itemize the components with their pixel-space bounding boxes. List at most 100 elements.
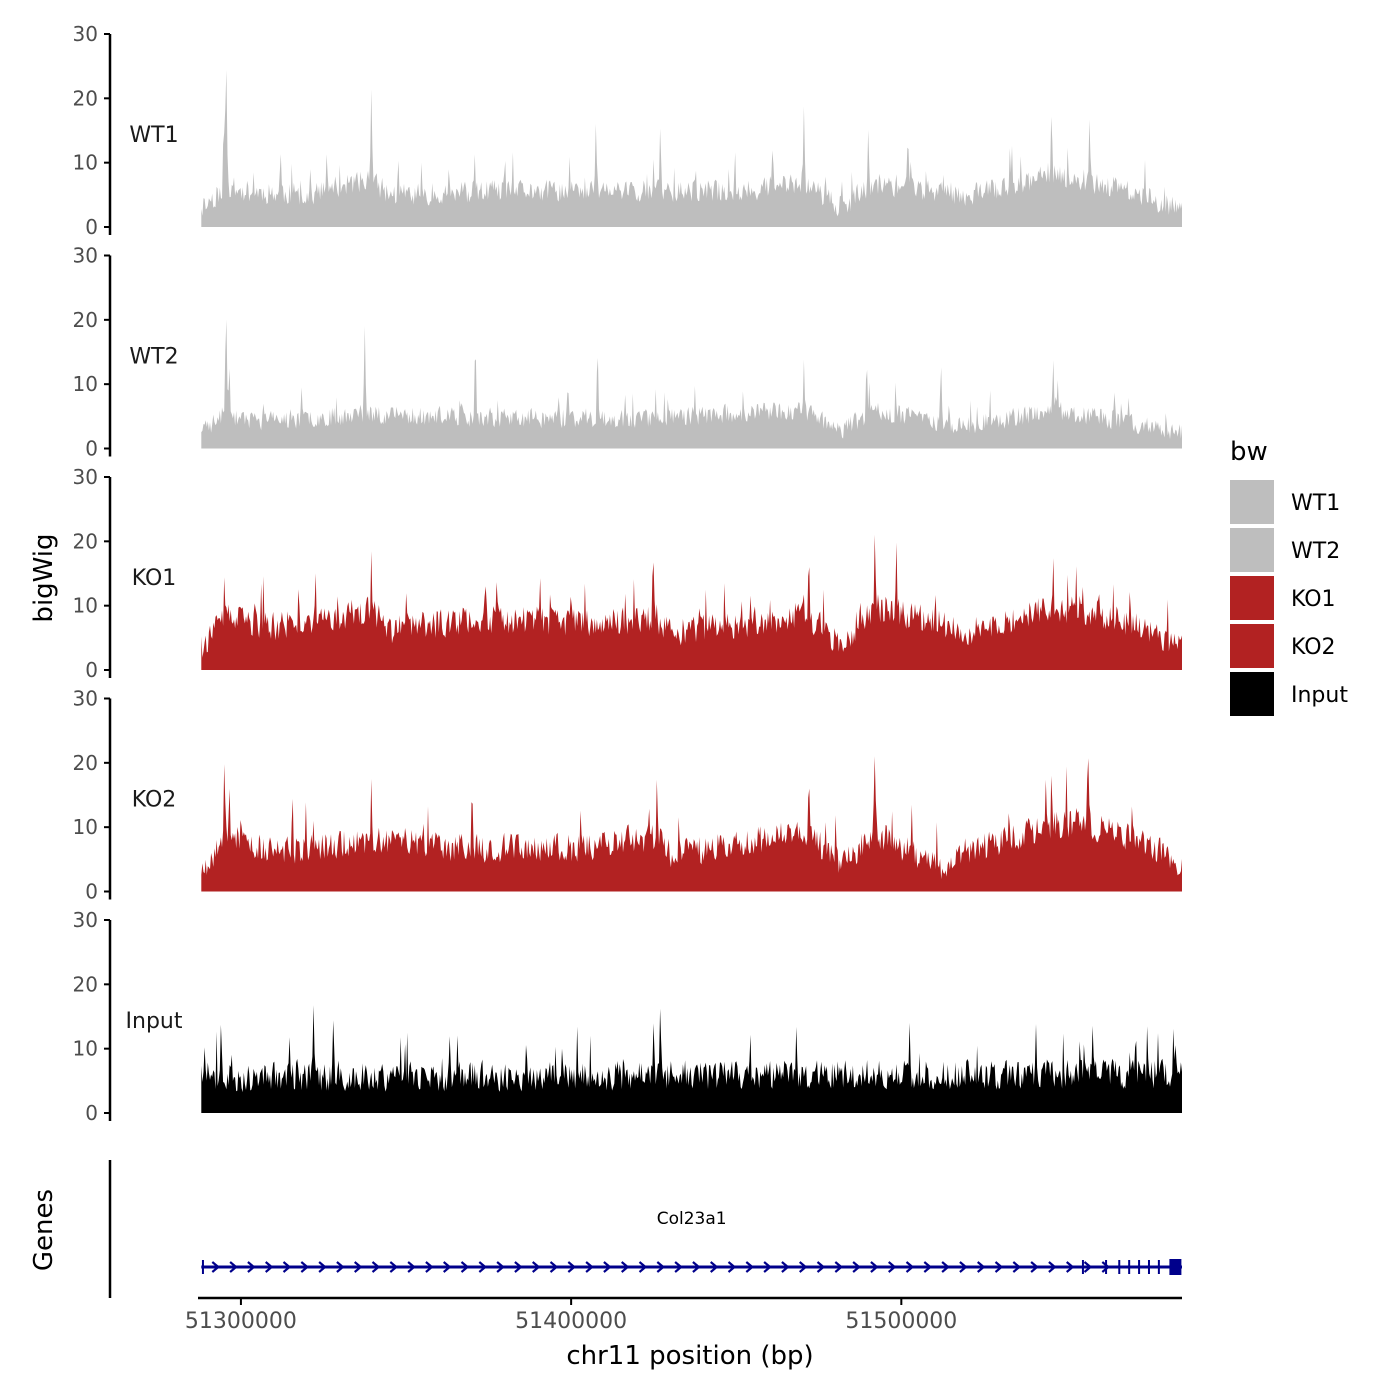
track-label: KO1 — [132, 566, 177, 591]
x-axis-title: chr11 position (bp) — [566, 1341, 813, 1371]
track-ko1: 0 10 20 30 KO1 — [73, 465, 1183, 682]
strand-arrow — [247, 1261, 256, 1273]
y-tick-label: 30 — [73, 244, 98, 268]
strand-arrow — [514, 1261, 523, 1273]
track-label: KO2 — [132, 788, 177, 813]
y-tick-label: 10 — [73, 372, 98, 396]
genes-panel: Col23a1 — [108, 1160, 1182, 1298]
strand-arrow — [923, 1261, 933, 1273]
tracks: 0 10 20 30 WT1 0 10 20 30 WT2 0 10 20 30 KO1 0 10 20 30 KO2… — [73, 22, 1183, 1125]
strand-arrow — [870, 1261, 879, 1273]
strand-arrow — [603, 1261, 612, 1273]
legend: bw WT1 WT2 KO1 KO2 Input — [1230, 437, 1348, 716]
strand-arrow — [959, 1261, 968, 1273]
y-tick-label: 10 — [73, 1037, 98, 1061]
coverage-area — [201, 319, 1183, 449]
coverage-area — [201, 70, 1183, 227]
strand-arrow — [585, 1261, 594, 1273]
strand-arrow — [709, 1261, 719, 1273]
exon — [1138, 1260, 1141, 1274]
strand-arrow — [674, 1261, 683, 1273]
coverage-area — [201, 534, 1183, 670]
genes-panel-title: Genes — [29, 1189, 59, 1271]
strand-arrow — [656, 1261, 666, 1273]
track-input: 0 10 20 30 Input — [73, 908, 1183, 1125]
strand-arrow — [264, 1261, 274, 1273]
y-tick-label: 20 — [73, 308, 98, 332]
legend-label: WT2 — [1291, 539, 1340, 564]
x-tick-label: 51300000 — [185, 1309, 297, 1334]
legend-swatch-wt1 — [1230, 480, 1274, 524]
strand-arrow — [976, 1261, 986, 1273]
gene-label: Col23a1 — [657, 1209, 727, 1229]
y-tick-label: 10 — [73, 151, 98, 175]
strand-arrow — [1083, 1261, 1093, 1273]
strand-arrow — [496, 1261, 505, 1273]
strand-arrow — [994, 1261, 1004, 1273]
exon — [1169, 1259, 1182, 1275]
strand-arrow — [905, 1261, 915, 1273]
exon — [1147, 1260, 1150, 1274]
y-tick-label: 20 — [73, 529, 98, 553]
y-tick-label: 0 — [85, 658, 98, 682]
x-tick-label: 51500000 — [845, 1309, 957, 1334]
strand-arrow — [638, 1261, 648, 1273]
strand-arrow — [620, 1261, 630, 1273]
y-tick-label: 20 — [73, 972, 98, 996]
strand-arrow — [727, 1261, 737, 1273]
strand-arrow — [407, 1261, 416, 1273]
track-wt1: 0 10 20 30 WT1 — [73, 22, 1183, 239]
y-tick-label: 0 — [85, 1101, 98, 1125]
exon — [1105, 1260, 1108, 1274]
strand-arrow — [887, 1261, 897, 1273]
strand-arrow — [941, 1261, 950, 1273]
exon — [1128, 1260, 1131, 1274]
legend-swatch-input — [1230, 672, 1274, 716]
strand-arrow — [211, 1261, 221, 1273]
coverage-area — [201, 756, 1183, 892]
track-wt2: 0 10 20 30 WT2 — [73, 244, 1183, 461]
exon — [201, 1260, 204, 1274]
strand-arrow — [389, 1261, 399, 1273]
exon — [1081, 1260, 1084, 1274]
strand-arrow — [318, 1261, 327, 1273]
strand-arrow — [442, 1261, 452, 1273]
strand-arrow — [763, 1261, 772, 1273]
x-axis: 51300000 51400000 51500000 — [185, 1296, 1182, 1334]
strand-arrow — [692, 1261, 701, 1273]
exon — [1118, 1260, 1121, 1274]
strand-arrow — [1065, 1261, 1075, 1273]
y-tick-label: 30 — [73, 687, 98, 711]
strand-arrow — [745, 1261, 755, 1273]
strand-arrow — [353, 1261, 363, 1273]
track-label: WT1 — [129, 123, 178, 148]
legend-label: KO2 — [1291, 635, 1336, 660]
strand-arrow — [478, 1261, 488, 1273]
y-tick-label: 0 — [85, 215, 98, 239]
strand-arrow — [1012, 1261, 1022, 1273]
strand-arrow — [567, 1261, 577, 1273]
legend-swatch-wt2 — [1230, 528, 1274, 572]
y-tick-label: 10 — [73, 594, 98, 618]
legend-title: bw — [1230, 437, 1268, 467]
strand-arrow — [1101, 1261, 1111, 1273]
y-tick-label: 0 — [85, 880, 98, 904]
strand-arrow — [834, 1261, 844, 1273]
y-tick-label: 30 — [73, 22, 98, 46]
strand-arrow — [460, 1261, 470, 1273]
exon — [1157, 1260, 1160, 1274]
strand-arrow — [282, 1261, 292, 1273]
y-tick-label: 20 — [73, 86, 98, 110]
strand-arrow — [531, 1261, 541, 1273]
strand-arrow — [371, 1261, 381, 1273]
legend-label: KO1 — [1291, 587, 1336, 612]
legend-label: WT1 — [1291, 491, 1340, 516]
strand-arrow — [336, 1261, 345, 1273]
y-tick-label: 0 — [85, 437, 98, 461]
track-ko2: 0 10 20 30 KO2 — [73, 687, 1183, 904]
legend-label: Input — [1291, 683, 1348, 708]
coverage-area — [201, 1005, 1183, 1113]
legend-swatch-ko1 — [1230, 576, 1274, 620]
strand-arrow — [816, 1261, 826, 1273]
